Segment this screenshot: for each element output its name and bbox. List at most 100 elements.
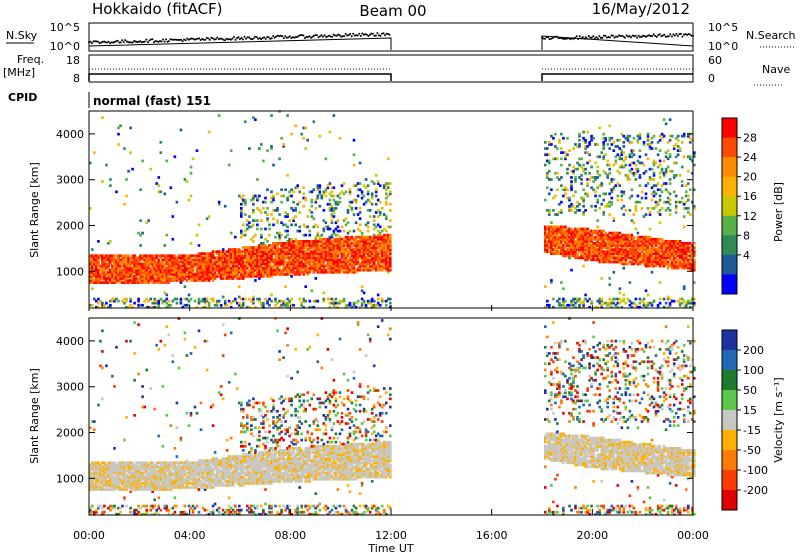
power-cell [117, 275, 120, 278]
power-cell [352, 254, 356, 258]
power-cell [107, 270, 110, 274]
power-cell [292, 273, 295, 276]
power-cell [332, 299, 336, 303]
power-cell [272, 196, 275, 200]
nsky-point [322, 35, 324, 38]
power-cell [171, 256, 175, 260]
power-cell [143, 266, 146, 270]
power-cell [322, 209, 326, 212]
power-cell [250, 250, 253, 253]
power-cell [236, 256, 239, 260]
power-cell [242, 233, 245, 237]
power-cell [219, 260, 223, 264]
power-cell [346, 250, 350, 253]
power-cell [687, 198, 690, 202]
power-cell [97, 258, 100, 262]
power-cell [234, 299, 237, 303]
power-cell [320, 262, 324, 266]
power-cell [370, 248, 374, 251]
power-cell [171, 258, 175, 262]
power-cell [578, 202, 581, 206]
power-cell [292, 250, 295, 253]
power-cell [229, 268, 233, 272]
nsky-point [113, 41, 116, 43]
power-cell [260, 242, 263, 245]
power-cell [668, 153, 672, 157]
power-cell [644, 153, 648, 157]
power-cell [248, 305, 251, 309]
power-cell [544, 141, 547, 144]
power-cell [364, 303, 368, 307]
power-cell [219, 277, 223, 280]
power-cell [238, 303, 241, 307]
power-cell [242, 223, 245, 227]
power-cell [145, 254, 148, 258]
power-cell [155, 299, 158, 303]
power-cell [113, 273, 116, 276]
power-cell [141, 303, 144, 307]
power-cell [340, 264, 344, 268]
power-cell [234, 275, 237, 278]
power-cell [304, 240, 307, 243]
power-cell [242, 250, 245, 253]
power-cell [298, 266, 301, 270]
nsky-point [245, 37, 247, 40]
power-cell [137, 256, 140, 260]
power-cell [153, 305, 156, 309]
power-cell [260, 275, 263, 278]
power-cell [304, 264, 307, 268]
power-cell [622, 151, 626, 154]
power-cell [288, 260, 291, 264]
power-cell [157, 254, 161, 258]
power-cell [264, 262, 267, 266]
power-cell [356, 213, 360, 216]
power-cell [308, 240, 312, 243]
power-cell [109, 256, 112, 260]
power-cell [372, 242, 376, 245]
power-cell [254, 250, 257, 253]
power-cell [175, 258, 179, 262]
power-cell [157, 190, 161, 194]
power-cell [139, 256, 142, 260]
power-cell [340, 246, 344, 249]
power-cell [634, 297, 638, 301]
power-cell [338, 240, 342, 243]
power-cell [203, 260, 207, 264]
power-cell [344, 190, 348, 194]
nsky-point [208, 38, 211, 41]
power-cell [260, 273, 263, 276]
power-cell [181, 258, 185, 262]
power-cell [234, 248, 237, 251]
power-cell [296, 248, 299, 251]
power-cell [550, 143, 553, 146]
power-cell [127, 258, 130, 262]
power-cell [254, 233, 257, 237]
power-cell [252, 223, 255, 227]
power-cell [117, 279, 120, 282]
power-cell [231, 250, 235, 253]
power-cell [262, 246, 265, 249]
power-cell [358, 235, 362, 239]
power-cell [316, 250, 320, 253]
power-cell [155, 273, 158, 276]
nsky-point [651, 35, 654, 37]
power-cell [149, 266, 152, 270]
power-cell [338, 248, 342, 251]
nsky-point [565, 37, 568, 40]
power-cell [574, 176, 577, 179]
power-cell [338, 252, 342, 255]
power-cell [298, 200, 301, 204]
power-cell [238, 254, 241, 258]
power-cell [219, 250, 223, 253]
power-cell [326, 252, 330, 255]
power-cell [282, 260, 285, 264]
power-cell [356, 227, 360, 231]
nsky-point [599, 36, 602, 39]
power-cell [356, 194, 360, 198]
power-cell [352, 240, 356, 243]
power-cell [244, 270, 247, 274]
power-cell [312, 240, 316, 243]
power-cell [640, 190, 644, 194]
power-cell [117, 273, 120, 276]
power-cell [320, 250, 324, 253]
